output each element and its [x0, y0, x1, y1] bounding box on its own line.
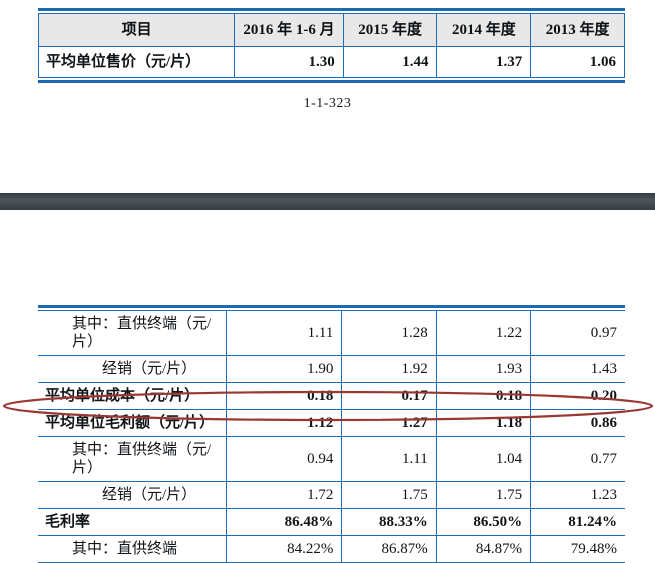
table-row: 经销（元/片） 1.72 1.75 1.75 1.23	[38, 481, 625, 509]
cell-value: 1.37	[436, 46, 532, 78]
cell-value: 1.22	[435, 310, 532, 356]
cell-value: 79.48%	[530, 535, 625, 563]
cell-value: 1.75	[341, 481, 437, 509]
cell-value: 0.18	[435, 382, 532, 410]
column-header: 2013 年度	[530, 13, 625, 47]
cell-value: 1.11	[225, 310, 343, 356]
cell-value: 84.87%	[435, 535, 532, 563]
cell-value: 0.86	[530, 409, 625, 437]
cell-value: 1.93	[435, 355, 532, 383]
cell-value: 0.18	[225, 382, 343, 410]
table-row: 平均单位成本（元/片） 0.18 0.17 0.18 0.20	[38, 382, 625, 410]
cell-value: 1.44	[342, 46, 438, 78]
cell-value: 0.97	[530, 310, 625, 356]
table-row: 经销（元/片） 1.90 1.92 1.93 1.43	[38, 355, 625, 383]
row-label: 经销（元/片）	[38, 355, 227, 383]
cell-value: 84.22%	[225, 535, 343, 563]
cell-value: 1.43	[530, 355, 625, 383]
cell-value: 1.92	[341, 355, 437, 383]
table-row: 其中：直供终端（元/片） 1.11 1.28 1.22 0.97	[38, 310, 625, 356]
table-row: 其中：直供终端 84.22% 86.87% 84.87% 79.48%	[38, 535, 625, 563]
column-header: 2014 年度	[436, 13, 532, 47]
row-label: 平均单位成本（元/片）	[38, 382, 227, 410]
row-label: 平均单位毛利额（元/片）	[38, 409, 227, 437]
cell-value: 0.94	[225, 436, 343, 482]
cell-value: 86.50%	[435, 508, 532, 536]
table-header-row: 项目 2016 年 1-6 月 2015 年度 2014 年度 2013 年度	[37, 13, 625, 47]
cell-value: 1.06	[530, 46, 625, 78]
cell-value: 1.72	[225, 481, 343, 509]
cell-value: 1.30	[234, 46, 344, 78]
row-label: 经销（元/片）	[38, 481, 227, 509]
row-label: 其中：直供终端	[38, 535, 227, 563]
column-header: 2015 年度	[342, 13, 438, 47]
page-number: 1-1-323	[303, 96, 352, 111]
row-label: 其中：直供终端（元/片）	[38, 310, 227, 356]
cell-value: 1.04	[435, 436, 532, 482]
cell-value: 1.11	[341, 436, 437, 482]
cell-value: 88.33%	[341, 508, 437, 536]
table-row-circled: 平均单位毛利额（元/片） 1.12 1.27 1.18 0.86	[38, 409, 625, 437]
cell-value: 86.87%	[341, 535, 437, 563]
column-header: 项目	[37, 13, 236, 47]
cell-value: 0.20	[530, 382, 625, 410]
cell-value: 86.48%	[225, 508, 343, 536]
page-separator	[0, 193, 655, 210]
cell-value: 1.23	[530, 481, 625, 509]
column-header: 2016 年 1-6 月	[234, 13, 344, 47]
row-label: 平均单位售价（元/片）	[37, 46, 236, 78]
cell-value: 1.18	[435, 409, 532, 437]
row-label: 其中：直供终端（元/片）	[38, 436, 227, 482]
cell-value: 0.77	[530, 436, 625, 482]
cell-value: 1.90	[225, 355, 343, 383]
cell-value: 1.75	[435, 481, 532, 509]
cost-margin-table: 其中：直供终端（元/片） 1.11 1.28 1.22 0.97 经销（元/片）…	[38, 305, 625, 563]
table-row: 平均单位售价（元/片） 1.30 1.44 1.37 1.06	[37, 46, 625, 78]
row-label: 毛利率	[38, 508, 227, 536]
cell-value: 0.17	[341, 382, 437, 410]
avg-unit-price-table: 项目 2016 年 1-6 月 2015 年度 2014 年度 2013 年度 …	[37, 8, 625, 83]
cell-value: 1.12	[225, 409, 343, 437]
table-row: 其中：直供终端（元/片） 0.94 1.11 1.04 0.77	[38, 436, 625, 482]
table-row: 毛利率 86.48% 88.33% 86.50% 81.24%	[38, 508, 625, 536]
cell-value: 1.28	[341, 310, 437, 356]
cell-value: 81.24%	[530, 508, 625, 536]
cell-value: 1.27	[341, 409, 437, 437]
